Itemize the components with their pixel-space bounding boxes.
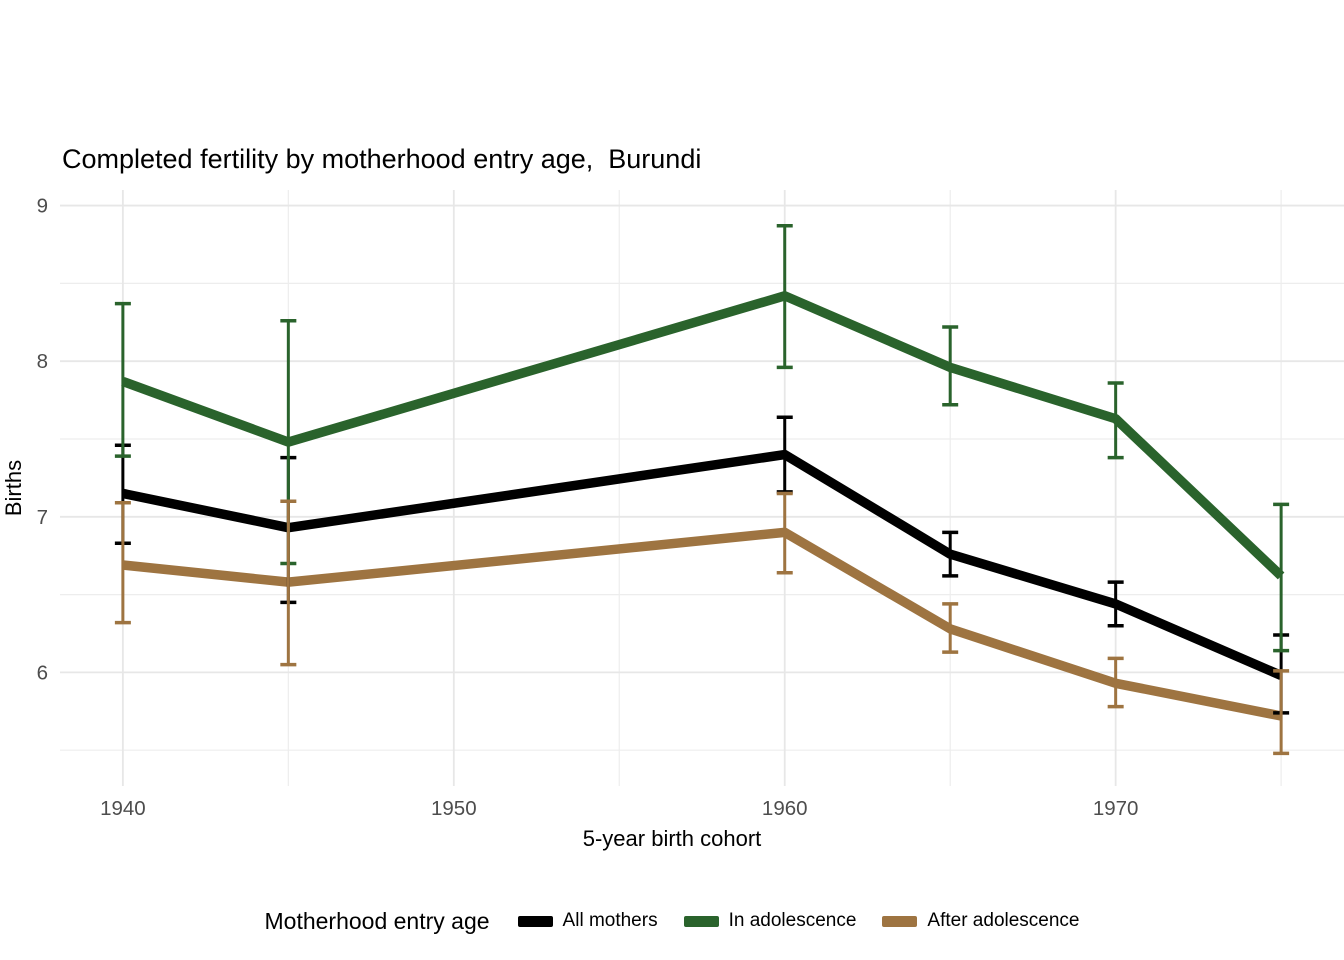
- legend-label: In adolescence: [728, 910, 857, 931]
- x-tick-label: 1970: [1093, 797, 1139, 820]
- y-tick-label: 8: [37, 350, 48, 373]
- legend-label: After adolescence: [927, 910, 1080, 931]
- legend-swatch-icon: [517, 915, 553, 927]
- legend-swatch-icon: [683, 915, 719, 927]
- series-line-after-adolescence: [122, 527, 1283, 721]
- legend-title: Motherhood entry age: [264, 907, 490, 934]
- legend-item-in-adolescence: In adolescence: [683, 910, 857, 932]
- legend-label: All mothers: [562, 910, 658, 931]
- y-tick-label: 7: [37, 506, 48, 529]
- y-axis-title: Births: [1, 459, 26, 517]
- legend: Motherhood entry age All mothers In adole…: [0, 898, 1344, 944]
- error-bars-after-adolescence: [114, 491, 1290, 756]
- gridlines-minor: [60, 190, 1344, 786]
- y-tick-labels: 6 7 8 9: [37, 195, 48, 685]
- y-tick-label: 9: [37, 195, 48, 218]
- gridlines-major: [60, 190, 1344, 786]
- x-axis-title: 5-year birth cohort: [582, 826, 762, 851]
- series-line-in-adolescence: [121, 291, 1285, 580]
- chart-title: Completed fertility by motherhood entry …: [62, 144, 702, 174]
- x-tick-labels: 1940 1950 1960 1970: [100, 797, 1138, 820]
- x-tick-label: 1960: [762, 797, 808, 820]
- y-tick-label: 6: [37, 661, 48, 684]
- legend-item-all-mothers: All mothers: [517, 910, 658, 932]
- x-tick-label: 1950: [431, 797, 477, 820]
- legend-swatch-icon: [882, 915, 918, 927]
- x-tick-label: 1940: [100, 797, 146, 820]
- legend-item-after-adolescence: After adolescence: [882, 910, 1080, 932]
- series-line-all-mothers: [121, 449, 1284, 680]
